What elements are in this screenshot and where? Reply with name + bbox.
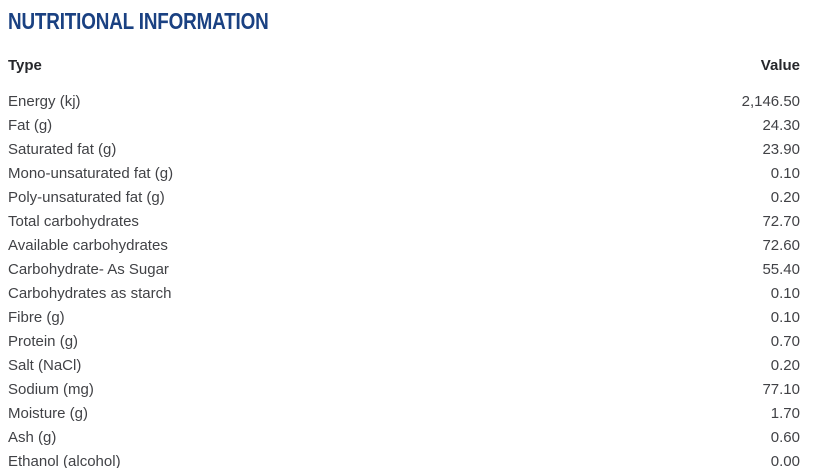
page-title: NUTRITIONAL INFORMATION: [8, 8, 269, 34]
table-row: Carbohydrate- As Sugar 55.40: [8, 258, 800, 282]
row-type-label: Protein (g): [8, 333, 79, 350]
row-value: 0.20: [770, 357, 800, 374]
row-value: 72.70: [762, 213, 800, 230]
table-row: Fat (g) 24.30: [8, 114, 800, 138]
table-row: Fibre (g) 0.10: [8, 306, 800, 330]
row-type-label: Saturated fat (g): [8, 141, 117, 158]
row-value: 0.10: [770, 309, 800, 326]
row-type-label: Poly-unsaturated fat (g): [8, 189, 165, 206]
row-value: 0.60: [770, 429, 800, 446]
row-value: 55.40: [762, 261, 800, 278]
row-type-label: Carbohydrates as starch: [8, 285, 172, 302]
row-value: 0.10: [770, 285, 800, 302]
row-value: 72.60: [762, 237, 800, 254]
nutrition-table-body: Energy (kj) 2,146.50 Fat (g) 24.30 Saturated…: [8, 90, 800, 468]
row-value: 0.00: [770, 453, 800, 468]
table-row: Sodium (mg) 77.10: [8, 378, 800, 402]
column-header-type: Type: [8, 57, 42, 74]
row-value: 2,146.50: [741, 93, 800, 110]
row-type-label: Available carbohydrates: [8, 237, 168, 254]
table-row: Available carbohydrates 72.60: [8, 234, 800, 258]
table-row: Protein (g) 0.70: [8, 330, 800, 354]
row-value: 0.10: [770, 165, 800, 182]
row-type-label: Energy (kj): [8, 93, 81, 110]
row-value: 1.70: [770, 405, 800, 422]
table-row: Total carbohydrates 72.70: [8, 210, 800, 234]
row-type-label: Mono-unsaturated fat (g): [8, 165, 174, 182]
nutrition-table-header: Type Value: [8, 56, 800, 76]
row-value: 24.30: [762, 117, 800, 134]
row-value: 0.70: [770, 333, 800, 350]
row-type-label: Ethanol (alcohol): [8, 453, 121, 468]
nutrition-table: Type Value Energy (kj) 2,146.50 Fat (g) 24.…: [8, 56, 800, 468]
row-type-label: Salt (NaCl): [8, 357, 82, 374]
table-row: Saturated fat (g) 23.90: [8, 138, 800, 162]
table-row: Mono-unsaturated fat (g) 0.10: [8, 162, 800, 186]
row-type-label: Total carbohydrates: [8, 213, 139, 230]
row-value: 23.90: [762, 141, 800, 158]
table-row: Carbohydrates as starch 0.10: [8, 282, 800, 306]
row-type-label: Fibre (g): [8, 309, 65, 326]
table-row: Moisture (g) 1.70: [8, 402, 800, 426]
row-type-label: Sodium (mg): [8, 381, 94, 398]
row-type-label: Ash (g): [8, 429, 57, 446]
table-row: Ethanol (alcohol) 0.00: [8, 450, 800, 468]
column-header-value: Value: [760, 57, 800, 74]
table-row: Energy (kj) 2,146.50: [8, 90, 800, 114]
row-type-label: Moisture (g): [8, 405, 89, 422]
row-value: 77.10: [762, 381, 800, 398]
row-value: 0.20: [770, 189, 800, 206]
table-row: Salt (NaCl) 0.20: [8, 354, 800, 378]
row-type-label: Carbohydrate- As Sugar: [8, 261, 169, 278]
table-row: Ash (g) 0.60: [8, 426, 800, 450]
row-type-label: Fat (g): [8, 117, 53, 134]
table-row: Poly-unsaturated fat (g) 0.20: [8, 186, 800, 210]
